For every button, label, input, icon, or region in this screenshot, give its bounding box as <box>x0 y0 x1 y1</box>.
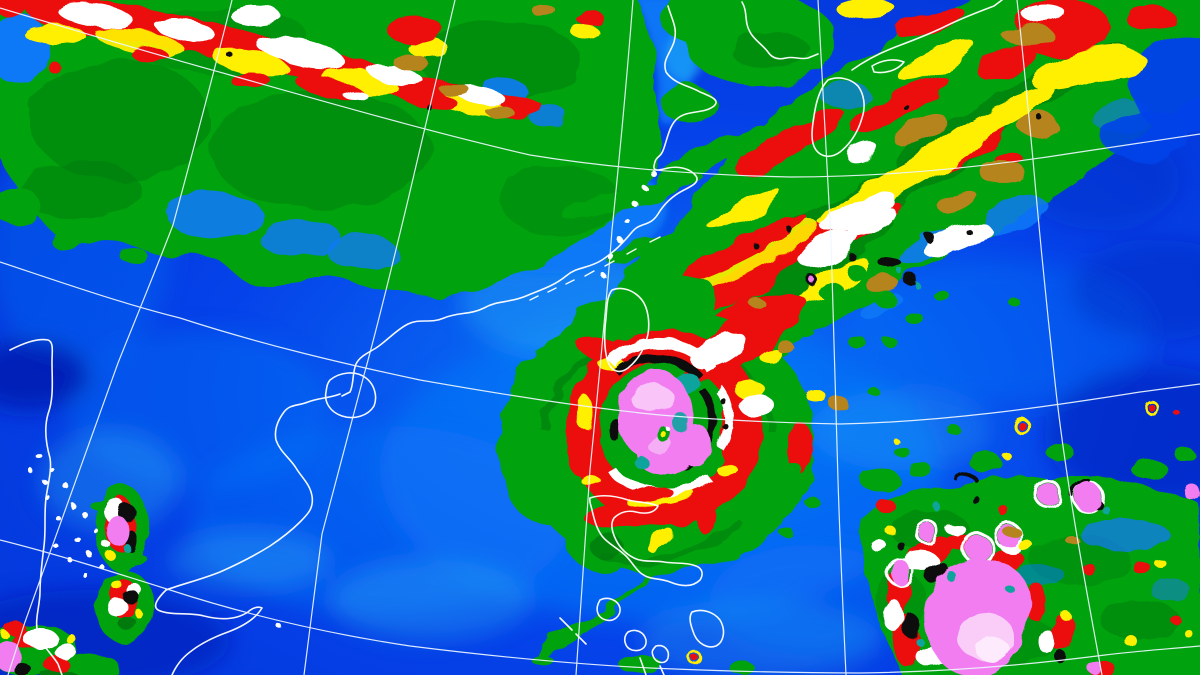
coastline-honshu <box>851 0 1003 71</box>
meridian-5 <box>1016 0 1103 675</box>
storm-cells-vietnam-coast <box>27 169 655 643</box>
scattered-convection <box>515 267 1179 674</box>
coastline-west-peninsula <box>9 338 63 675</box>
frontal-band-northwest <box>0 0 604 119</box>
coastline-mekong-delta <box>154 589 263 675</box>
coastline-luzon <box>588 495 703 587</box>
coastline-vietnam <box>165 393 341 591</box>
storm-cells-gulf-corner <box>0 621 120 675</box>
typhoon-with-eye-near-luzon-strait <box>499 273 848 660</box>
coastlines <box>9 0 1003 675</box>
coastline-korea <box>741 1 819 60</box>
parallel-1 <box>0 7 1200 178</box>
coastline-palawan <box>559 617 587 645</box>
coastline-shikoku <box>871 59 905 74</box>
meridian-4 <box>817 0 847 675</box>
east-china-sea-streaks <box>561 125 817 298</box>
parallel-2 <box>0 261 1200 425</box>
storm-cluster-southeast <box>860 443 1200 675</box>
coastline-cebu <box>651 644 670 664</box>
coastline-panay <box>623 629 647 652</box>
meridian-1 <box>7 0 233 675</box>
coastline-taiwan <box>603 287 650 373</box>
meridian-2 <box>303 0 456 675</box>
coastline-china <box>341 5 717 397</box>
rainband-over-luzon <box>628 486 716 551</box>
parallel-3 <box>0 539 1200 674</box>
meridian-3 <box>575 0 634 675</box>
coastline-negros <box>639 657 665 675</box>
coastline-kyushu <box>811 77 865 158</box>
typhoon-core <box>566 294 848 528</box>
coastline-samar <box>689 609 725 648</box>
coastline-mindoro <box>596 597 621 622</box>
continental-cloud-deck <box>0 0 716 298</box>
